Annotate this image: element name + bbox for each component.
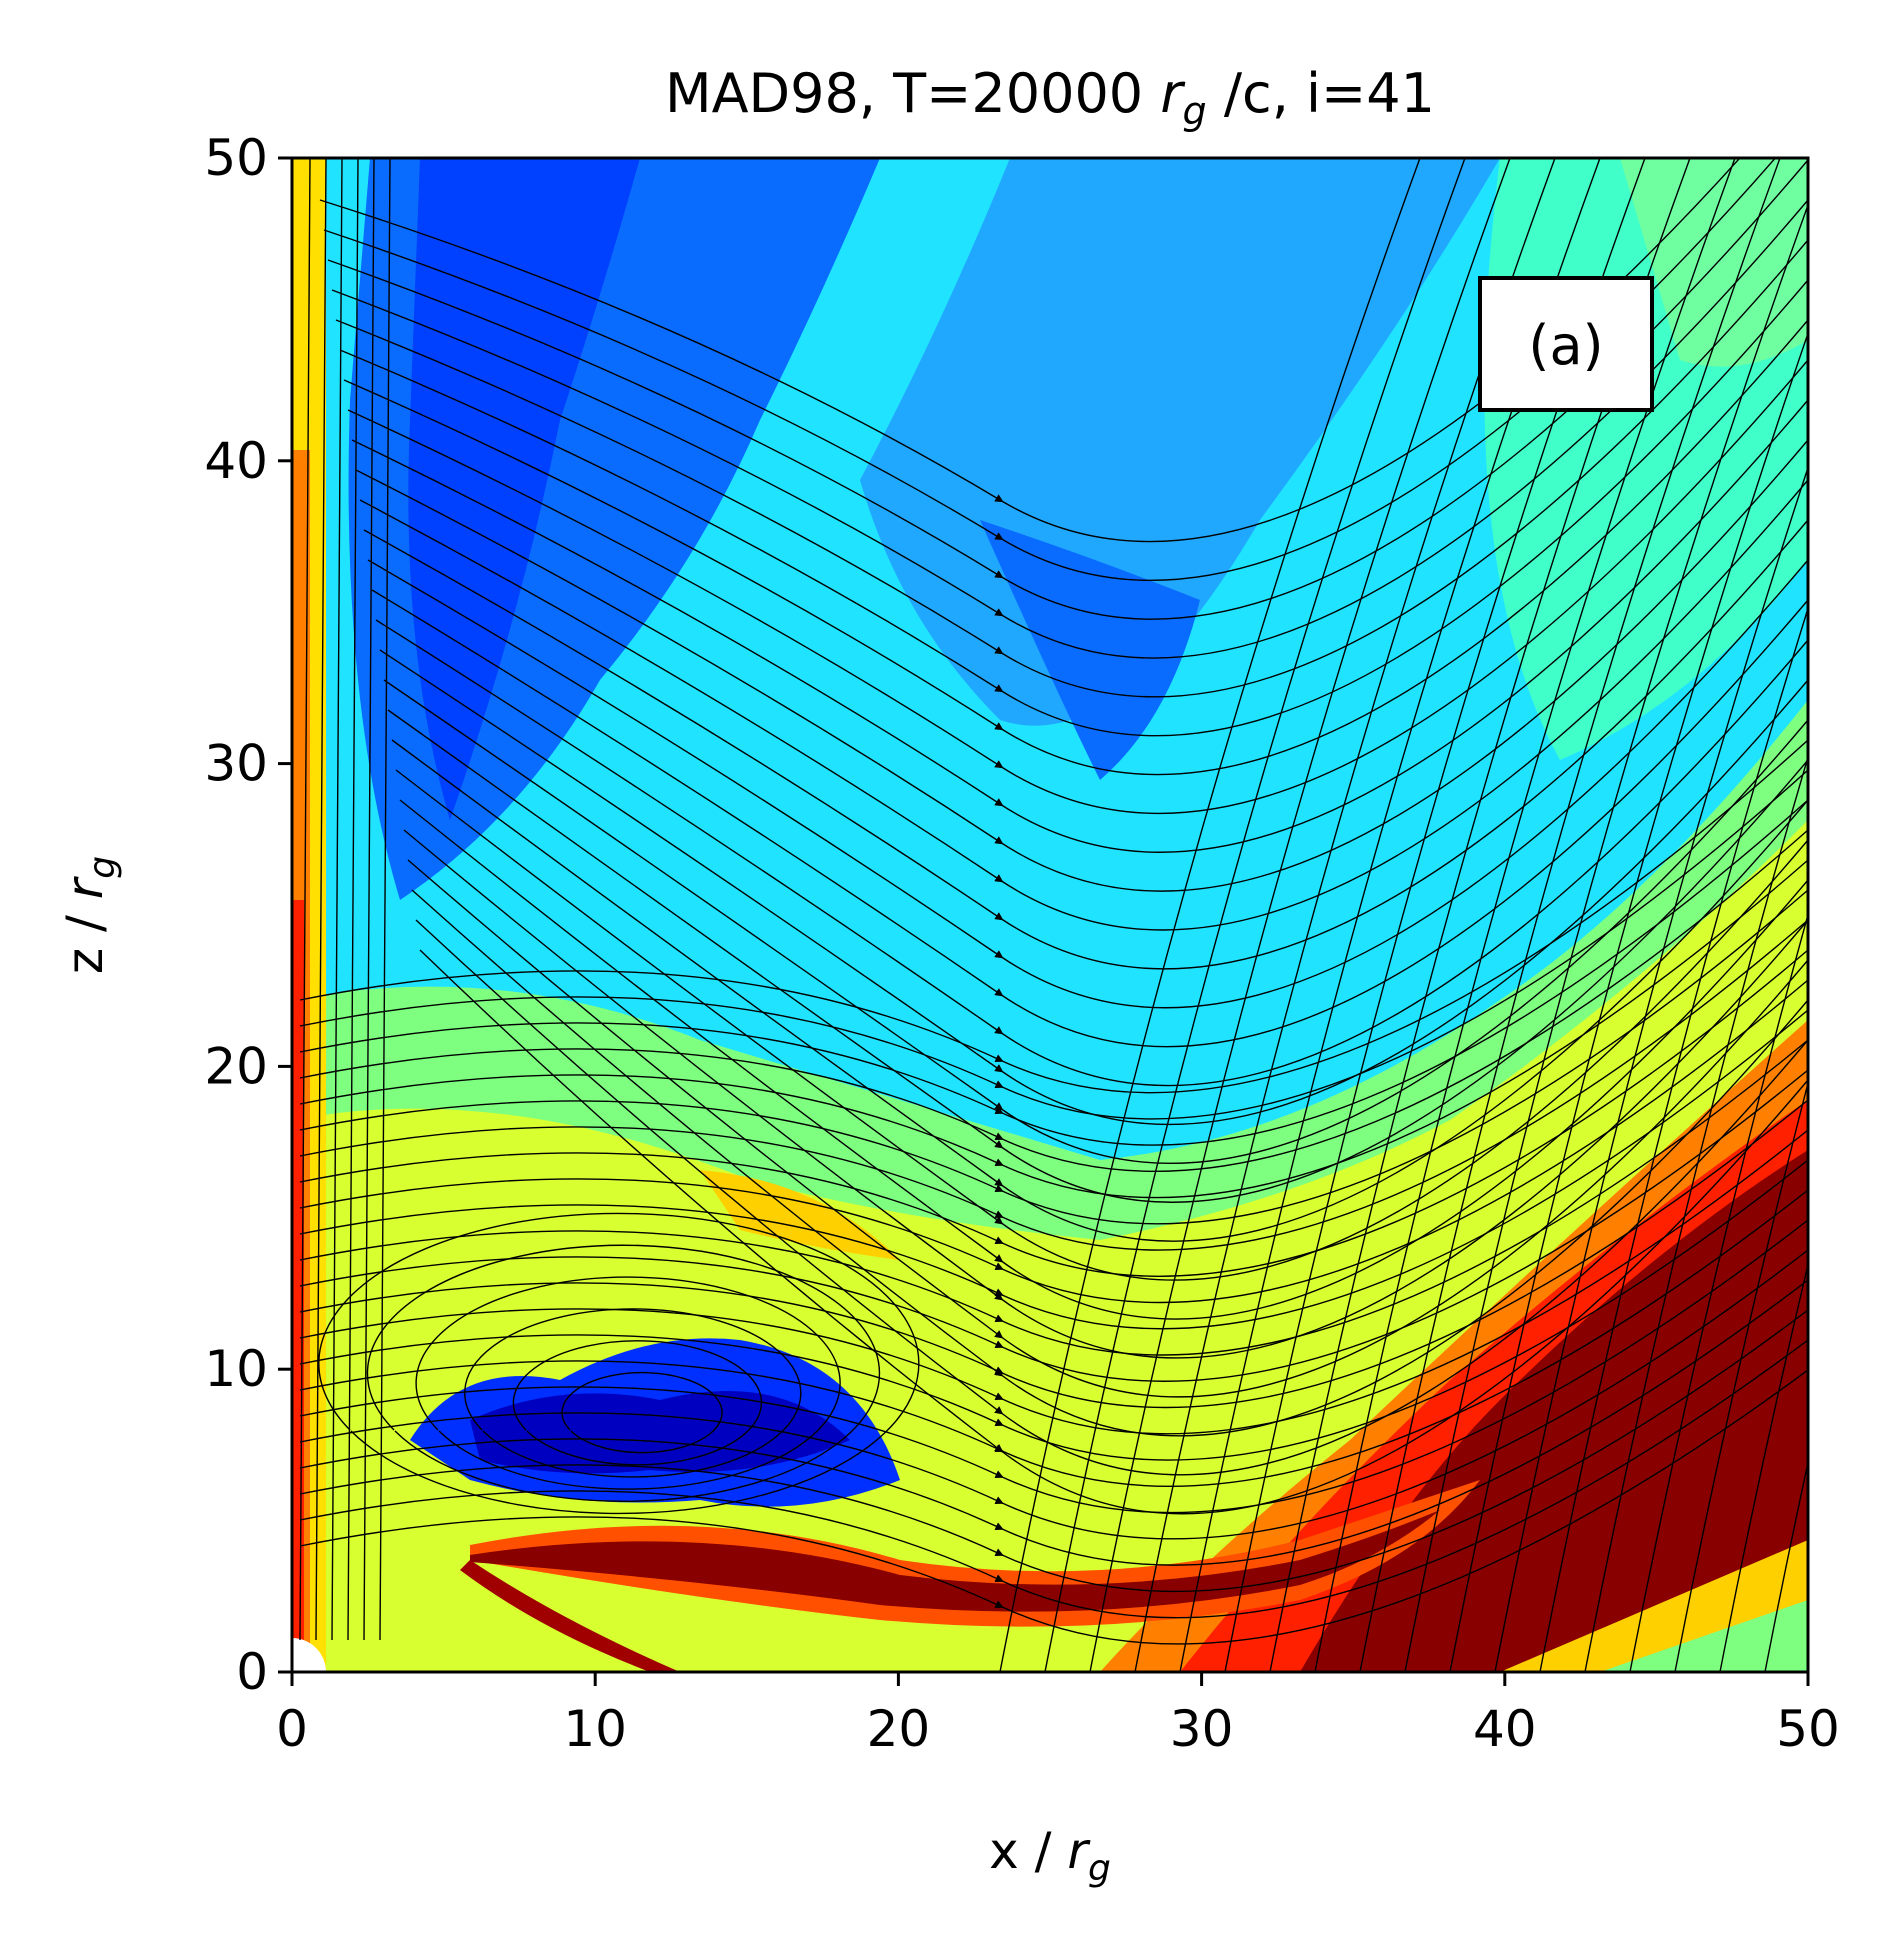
x-tick-label: 10 — [563, 1700, 627, 1758]
x-axis-label: x / rg — [989, 1822, 1111, 1889]
streamline — [1449, 331, 1808, 1672]
y-tick-label: 10 — [204, 1340, 268, 1398]
streamline — [331, 199, 1808, 659]
streamline — [419, 949, 1808, 1515]
streamline — [379, 158, 391, 1641]
streamline — [407, 859, 1808, 1398]
streamline — [299, 739, 1808, 1094]
streamline — [299, 1069, 1808, 1382]
streamline — [299, 1219, 1808, 1514]
streamline — [335, 239, 1808, 698]
streamline — [299, 829, 1808, 1172]
streamline — [411, 889, 1808, 1437]
chart-title: MAD98, T=20000 rg /c, i=41 — [665, 62, 1435, 133]
streamline — [366, 1244, 881, 1502]
streamline — [318, 1212, 920, 1515]
streamline — [1539, 606, 1808, 1672]
streamline — [359, 479, 1808, 931]
streamline — [299, 1159, 1808, 1461]
panel-label-box: (a) — [1478, 276, 1654, 412]
streamline — [1584, 754, 1808, 1672]
streamline — [1044, 158, 1466, 1672]
streamline — [375, 619, 1808, 1087]
streamline — [351, 399, 1808, 853]
streamline — [512, 1340, 763, 1466]
streamline — [299, 769, 1808, 1120]
streamline — [299, 919, 1808, 1251]
x-axis-ticks: 0 10 20 30 40 50 — [276, 1672, 1840, 1758]
y-tick-label: 40 — [204, 432, 268, 490]
streamline — [395, 769, 1808, 1281]
streamline — [371, 589, 1808, 1048]
streamline — [299, 859, 1808, 1199]
streamline — [1674, 1080, 1808, 1672]
streamline — [299, 1039, 1808, 1356]
streamline — [299, 949, 1808, 1277]
streamline — [299, 1309, 1808, 1593]
y-tick-label: 50 — [204, 129, 268, 187]
x-tick-label: 40 — [1473, 1700, 1537, 1758]
x-tick-label: 0 — [276, 1700, 308, 1758]
streamline — [399, 799, 1808, 1320]
streamline — [367, 559, 1808, 1009]
streamline — [299, 1249, 1808, 1540]
streamline — [299, 1279, 1808, 1566]
streamline — [299, 799, 1808, 1146]
streamline — [355, 439, 1808, 892]
streamline — [339, 279, 1808, 737]
streamline — [403, 829, 1808, 1359]
x-tick-label: 50 — [1776, 1700, 1840, 1758]
streamline — [1314, 158, 1736, 1672]
streamline — [315, 158, 327, 1641]
y-tick-label: 0 — [236, 1643, 268, 1701]
streamline — [299, 1369, 1808, 1645]
streamline — [1134, 158, 1556, 1672]
streamline — [299, 889, 1808, 1225]
streamline — [1494, 465, 1808, 1672]
y-axis-ticks: 0 10 20 30 40 50 — [204, 129, 292, 1701]
streamline — [343, 319, 1808, 776]
streamline — [999, 158, 1421, 1672]
streamline — [561, 1371, 723, 1454]
streamline — [1629, 912, 1808, 1672]
streamline — [1089, 158, 1511, 1672]
streamline — [299, 1189, 1808, 1487]
streamlines — [299, 158, 1808, 1672]
streamline — [327, 159, 1808, 620]
y-tick-label: 30 — [204, 735, 268, 793]
streamline — [347, 359, 1808, 815]
streamline — [464, 1308, 802, 1478]
x-tick-label: 30 — [1170, 1700, 1234, 1758]
streamline — [299, 1099, 1808, 1409]
streamline — [383, 679, 1808, 1164]
streamline — [1719, 1261, 1808, 1672]
streamline — [299, 1339, 1808, 1619]
streamline — [331, 158, 343, 1641]
y-tick-label: 20 — [204, 1037, 268, 1095]
panel-label: (a) — [1528, 314, 1603, 377]
streamline — [299, 1009, 1808, 1330]
streamline — [299, 979, 1808, 1304]
streamline — [415, 1276, 841, 1490]
streamline — [347, 158, 359, 1641]
streamline — [299, 1129, 1808, 1435]
streamline — [1404, 203, 1808, 1672]
x-tick-label: 20 — [867, 1700, 931, 1758]
streamline — [1359, 158, 1781, 1672]
streamline — [299, 158, 311, 1641]
plot-area-frame — [290, 156, 1810, 1674]
streamline — [363, 158, 375, 1641]
y-axis-label: z / rg — [56, 856, 123, 974]
